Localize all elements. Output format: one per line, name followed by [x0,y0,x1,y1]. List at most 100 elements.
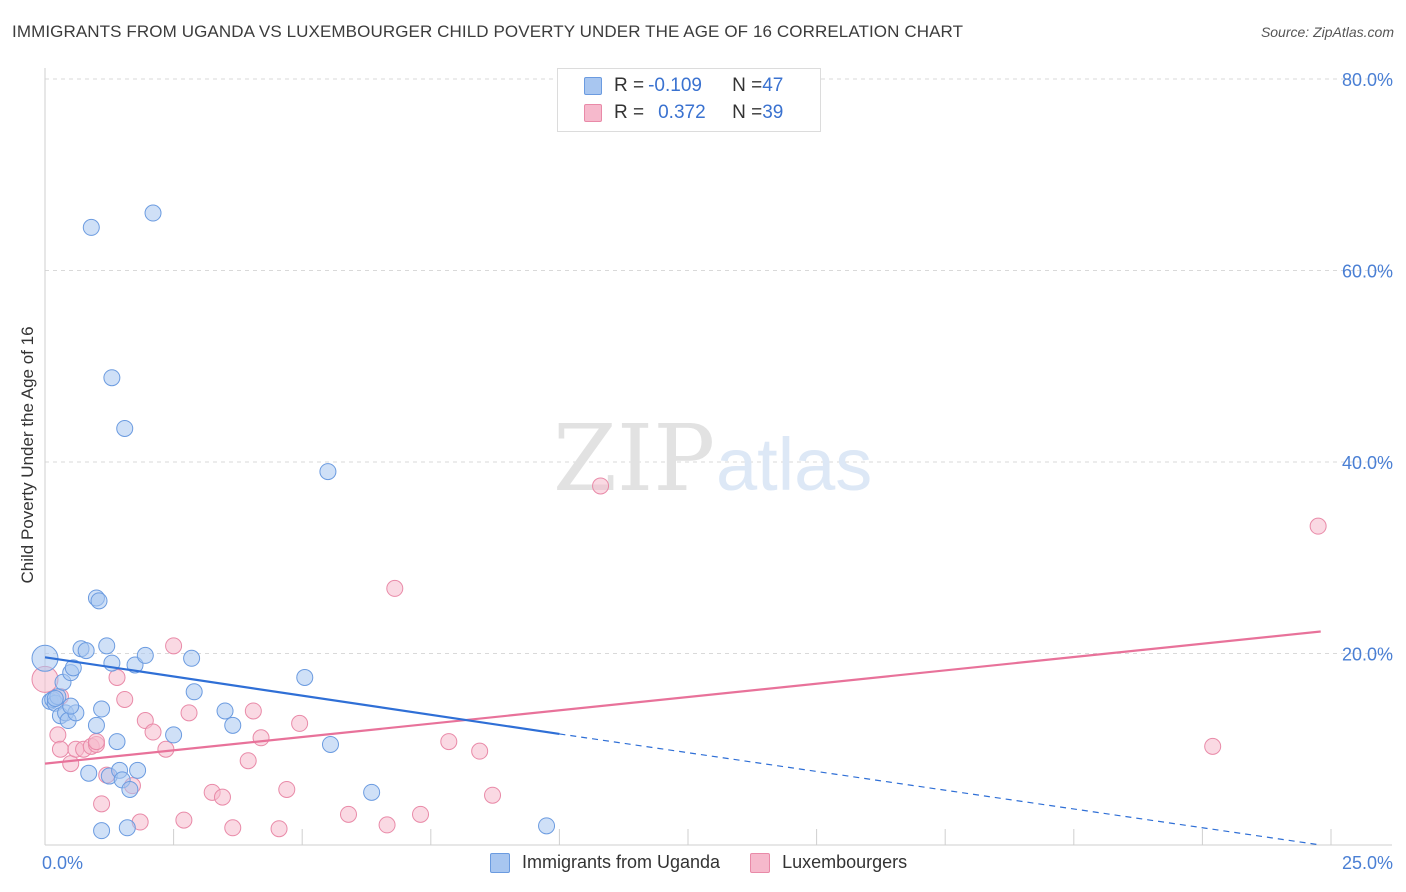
data-point-lux [213,788,231,806]
data-point-lux [1309,517,1327,535]
x-tick-label: 25.0% [1342,853,1393,873]
legend-r-label: R = [614,102,645,123]
legend-n-value: 39 [762,102,784,123]
grid-lines [45,78,1392,654]
axes [44,68,1392,846]
legend-label-lux: Luxembourgers [782,852,908,872]
data-point-uganda [183,649,201,667]
legend-item-uganda[interactable]: Immigrants from Uganda [490,852,720,873]
data-point-uganda [363,783,381,801]
legend-row-uganda: R = -0.109 N = 47 [584,74,783,98]
data-point-lux [412,805,430,823]
y-tick-label: 40.0% [1342,453,1393,473]
data-point-uganda [93,822,111,840]
data-point-lux [278,780,296,798]
data-point-lux [378,816,396,834]
legend-swatch-lux [750,852,771,873]
data-point-uganda [46,690,64,708]
data-point-lux [440,733,458,751]
data-point-uganda [121,780,139,798]
data-point-lux [252,729,270,747]
data-point-uganda [118,819,136,837]
data-point-lux [291,714,309,732]
y-tick-label: 20.0% [1342,645,1393,665]
data-point-lux [93,795,111,813]
data-point-lux [116,690,134,708]
data-point-uganda [321,735,339,753]
series-legend: Immigrants from Uganda Luxembourgers [490,852,937,873]
data-point-uganda [98,637,116,655]
data-point-uganda [216,702,234,720]
watermark-zip: ZIP [553,405,715,512]
legend-r-label: R = [614,75,645,96]
data-point-lux [175,811,193,829]
data-point-uganda [144,204,162,222]
data-point-lux [1204,737,1222,755]
data-point-lux [62,755,80,773]
data-point-lux [49,726,67,744]
legend-n-label: N = [732,102,763,123]
legend-swatch-uganda [490,852,510,873]
x-tick-label: 0.0% [42,853,83,873]
correlation-legend: R = -0.109 N = 47 R = 0.372 N = 39 [557,68,821,132]
data-point-lux [165,637,183,655]
source-credit: Source: ZipAtlas.com [1260,24,1394,40]
data-point-uganda [62,697,80,715]
legend-r-value: 0.372 [658,102,706,123]
data-point-uganda [90,592,108,610]
data-point-uganda [77,642,95,660]
lux-points [31,477,1327,838]
data-point-lux [180,704,198,722]
data-point-uganda [165,726,183,744]
y-tick-label: 60.0% [1342,262,1393,282]
uganda-points [31,204,556,840]
zipatlas-watermark: ZIP atlas [553,405,872,512]
data-point-lux [87,733,105,751]
data-point-lux [108,668,126,686]
data-point-uganda [185,683,203,701]
data-point-lux [592,477,610,495]
axis-labels: 20.0% 40.0% 60.0% 80.0% 0.0% 25.0% Child Pover… [18,70,1393,873]
data-point-lux [471,742,489,760]
data-point-lux [224,819,242,837]
legend-r-value: -0.109 [648,75,702,96]
data-point-lux [239,752,257,770]
trendline-lux [44,630,1321,765]
data-point-lux [270,820,288,838]
legend-label-uganda: Immigrants from Uganda [522,852,721,872]
trend-lines [44,630,1321,846]
legend-item-lux[interactable]: Luxembourgers [750,852,907,873]
data-point-lux [244,702,262,720]
data-point-uganda [319,463,337,481]
y-tick-label: 80.0% [1342,70,1393,90]
data-point-uganda [224,716,242,734]
trendline-uganda [44,656,560,736]
data-point-uganda [82,218,100,236]
data-point-uganda [108,733,126,751]
data-point-uganda [129,761,147,779]
legend-n-label: N = [732,75,763,96]
data-point-uganda [116,419,134,437]
y-axis-title: Child Poverty Under the Age of 16 [18,326,37,583]
data-point-lux [51,740,69,758]
legend-swatch-uganda [584,77,602,95]
watermark-atlas: atlas [716,423,872,506]
trendline-uganda-extrapolated [559,733,1321,846]
data-point-uganda [87,716,105,734]
data-point-uganda [296,668,314,686]
data-point-lux [339,805,357,823]
data-point-uganda [80,764,98,782]
data-point-uganda [103,369,121,387]
legend-row-lux: R = 0.372 N = 39 [584,101,783,125]
legend-n-value: 47 [762,75,784,96]
data-point-uganda [93,700,111,718]
data-point-lux [157,740,175,758]
data-point-lux [484,786,502,804]
chart-title: IMMIGRANTS FROM UGANDA VS LUXEMBOURGER C… [12,22,964,41]
legend-swatch-lux [584,104,602,122]
data-point-uganda [538,817,556,835]
data-point-uganda [64,659,82,677]
data-point-lux [386,579,404,597]
data-point-lux [144,723,162,741]
